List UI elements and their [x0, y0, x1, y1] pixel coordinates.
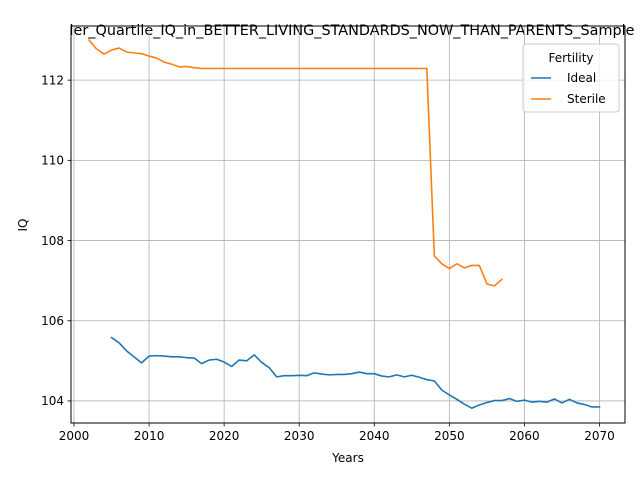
x-tick-label: 2000 — [59, 429, 90, 443]
legend-label-ideal: Ideal — [567, 71, 596, 85]
legend-label-sterile: Sterile — [567, 92, 606, 106]
x-tick-label: 2070 — [584, 429, 615, 443]
y-tick-label: 110 — [41, 154, 64, 168]
y-tick-label: 108 — [41, 234, 64, 248]
x-axis-ticks: 2000 2010 2020 2030 2040 2050 2060 2070 — [59, 423, 615, 443]
y-axis-label: IQ — [16, 219, 30, 232]
y-tick-label: 106 — [41, 314, 64, 328]
legend: Fertility Ideal Sterile — [522, 43, 620, 113]
series-line-ideal — [110, 336, 601, 409]
y-tick-label: 104 — [41, 394, 64, 408]
legend-title: Fertility — [548, 51, 593, 65]
y-tick-label: 112 — [41, 73, 64, 87]
plot-frame — [70, 25, 626, 424]
x-tick-label: 2020 — [209, 429, 240, 443]
series-line-sterile — [87, 38, 504, 287]
plot-series — [87, 38, 601, 409]
x-tick-label: 2030 — [284, 429, 315, 443]
x-tick-label: 2010 — [134, 429, 165, 443]
y-axis-ticks: 104 106 108 110 112 — [41, 73, 71, 408]
chart-title: ler_Quartile_IQ_in_BETTER_LIVING_STANDAR… — [70, 23, 635, 39]
x-tick-label: 2050 — [434, 429, 465, 443]
x-tick-label: 2060 — [509, 429, 540, 443]
x-axis-label: Years — [331, 451, 364, 465]
x-tick-label: 2040 — [359, 429, 390, 443]
legend-box — [522, 43, 620, 113]
